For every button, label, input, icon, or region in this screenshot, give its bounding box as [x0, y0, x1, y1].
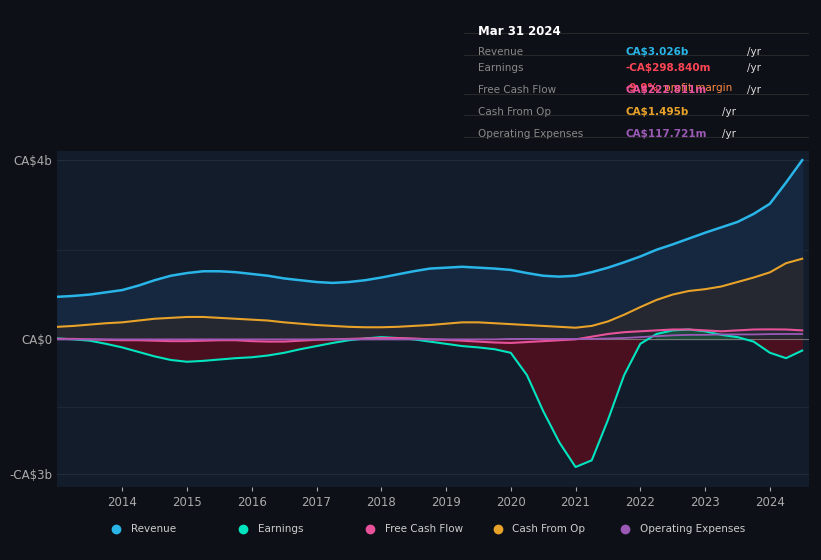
- Text: CA$117.721m: CA$117.721m: [626, 129, 708, 139]
- Text: Earnings: Earnings: [258, 524, 304, 534]
- Text: Operating Expenses: Operating Expenses: [478, 129, 583, 139]
- Text: -CA$298.840m: -CA$298.840m: [626, 63, 712, 73]
- Text: /yr: /yr: [746, 63, 760, 73]
- Text: /yr: /yr: [746, 85, 760, 95]
- Text: Operating Expenses: Operating Expenses: [640, 524, 745, 534]
- Text: /yr: /yr: [722, 129, 736, 139]
- Text: Revenue: Revenue: [478, 47, 523, 57]
- Text: Revenue: Revenue: [131, 524, 176, 534]
- Text: /yr: /yr: [722, 108, 736, 117]
- Text: Mar 31 2024: Mar 31 2024: [478, 25, 561, 38]
- Text: CA$3.026b: CA$3.026b: [626, 47, 690, 57]
- Text: /yr: /yr: [746, 47, 760, 57]
- Text: Cash From Op: Cash From Op: [512, 524, 585, 534]
- Text: Free Cash Flow: Free Cash Flow: [478, 85, 556, 95]
- Text: CA$1.495b: CA$1.495b: [626, 108, 690, 117]
- Text: profit margin: profit margin: [664, 82, 732, 92]
- Text: Free Cash Flow: Free Cash Flow: [385, 524, 463, 534]
- Text: CA$222.811m: CA$222.811m: [626, 85, 707, 95]
- Text: Earnings: Earnings: [478, 63, 523, 73]
- Text: -9.9%: -9.9%: [626, 82, 659, 92]
- Text: Cash From Op: Cash From Op: [478, 108, 551, 117]
